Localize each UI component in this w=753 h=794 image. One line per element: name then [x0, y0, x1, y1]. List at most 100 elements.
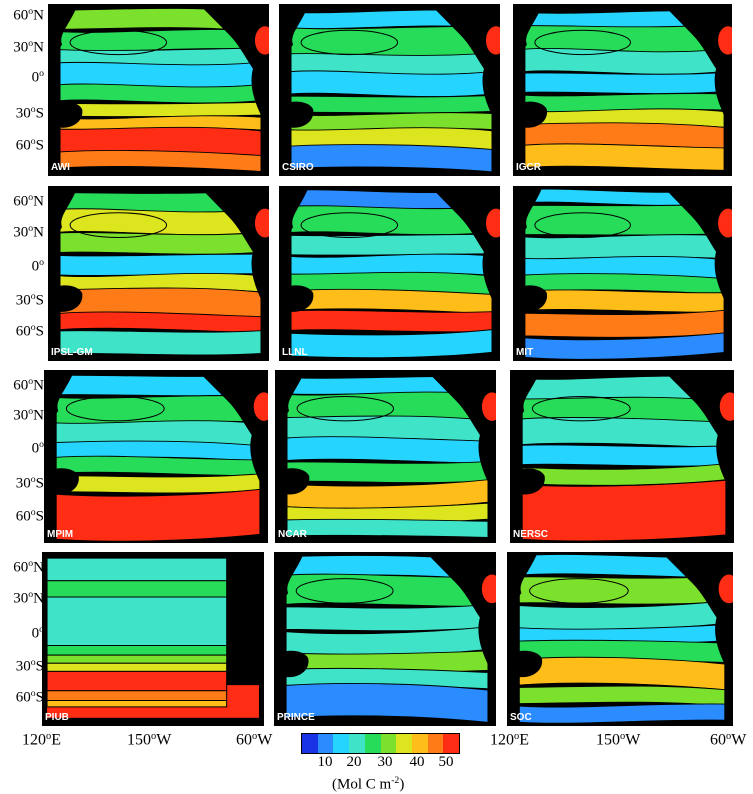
lat-label-30s-row3: 30oS	[15, 474, 44, 492]
land-mass	[276, 650, 309, 678]
colorbar-tick-30: 30	[377, 754, 393, 770]
lat-label-30n-row4: 30oN	[13, 589, 44, 607]
map-panel-mit: MIT	[513, 186, 732, 361]
map-panel-llnl: LLNL	[279, 186, 500, 361]
lon-label-150w-right: 150oW	[596, 731, 641, 749]
field-band	[46, 670, 228, 692]
lat-label-30n-row3: 30oN	[13, 406, 44, 424]
atlantic-patch	[718, 26, 732, 55]
colorbar-tick-40: 40	[409, 754, 425, 770]
land-mass	[510, 370, 541, 442]
land-mass	[46, 468, 79, 495]
colorbar-unit-label: (Mol C m-2)	[332, 775, 405, 793]
lon-label-60w: 60oW	[236, 731, 273, 749]
prince-map	[274, 552, 496, 726]
field-band	[518, 600, 726, 631]
colorbar	[301, 733, 460, 754]
lat-label-0-row4: 0o	[31, 624, 44, 642]
contour-line	[300, 212, 399, 238]
field-band	[59, 231, 262, 255]
panel-label-nersc: NERSC	[513, 529, 549, 540]
land-mass	[514, 285, 548, 312]
atlantic-patch	[254, 26, 269, 55]
land-mass	[425, 552, 496, 726]
colorbar-tick-20: 20	[346, 754, 362, 770]
field-band	[55, 455, 261, 477]
lat-label-60s-row1: 60oS	[15, 136, 44, 154]
atlantic-patch	[481, 574, 496, 604]
panel-label-mit: MIT	[516, 347, 534, 358]
map-panel-ncar: NCAR	[275, 370, 496, 543]
contour-line	[531, 395, 631, 422]
land-mass	[275, 370, 306, 442]
ipsl-gm-map	[48, 186, 269, 361]
mit-map	[513, 186, 732, 361]
colorbar-swatch	[396, 734, 412, 753]
field-band	[55, 488, 261, 542]
map-panel-prince: PRINCE	[274, 552, 496, 726]
awi-map	[48, 4, 269, 176]
colorbar-swatch	[302, 734, 318, 753]
field-band	[521, 479, 727, 542]
land-mass	[50, 101, 83, 128]
contour-line	[69, 29, 168, 56]
ncar-map	[275, 370, 496, 543]
map-panel-igcr: IGCR	[513, 4, 732, 176]
land-mass	[281, 285, 314, 312]
field-band	[285, 683, 489, 723]
field-band	[55, 473, 261, 494]
lon-label-120e: 120oE	[22, 731, 61, 749]
csiro-map	[279, 4, 500, 176]
colorbar-swatch	[349, 734, 365, 753]
atlantic-patch	[718, 574, 733, 604]
colorbar-swatch	[317, 734, 334, 753]
field-band	[524, 289, 725, 313]
panel-label-piub: PIUB	[45, 712, 69, 723]
contour-line	[534, 29, 631, 56]
land-mass	[281, 101, 314, 128]
land-mass	[44, 370, 75, 442]
field-band	[46, 644, 228, 656]
land-mass	[507, 552, 538, 624]
lat-label-30s-row2: 30oS	[15, 291, 44, 309]
lon-label-120e-right: 120oE	[490, 731, 529, 749]
land-mass	[226, 552, 264, 686]
lat-label-30n-row1: 30oN	[13, 38, 44, 56]
land-mass	[48, 186, 79, 259]
lat-label-60s-row3: 60oS	[15, 507, 44, 525]
field-band	[59, 150, 262, 172]
field-band	[46, 662, 228, 672]
field-band	[286, 479, 489, 510]
contour-line	[296, 395, 395, 422]
land-mass	[662, 4, 732, 176]
atlantic-patch	[254, 208, 269, 238]
lat-label-0-row2: 0o	[31, 257, 44, 275]
panel-label-soc: SOC	[510, 712, 532, 723]
panel-label-csiro: CSIRO	[282, 162, 314, 173]
land-mass	[277, 468, 310, 495]
land-mass	[514, 101, 548, 128]
map-panel-csiro: CSIRO	[279, 4, 500, 176]
panel-label-prince: PRINCE	[277, 712, 315, 723]
lat-label-30n-row2: 30oN	[13, 223, 44, 241]
lon-label-60w-right: 60oW	[710, 731, 747, 749]
field-band	[290, 309, 493, 333]
map-panel-mpim: MPIM	[44, 370, 268, 543]
field-band	[59, 101, 262, 117]
map-panel-nersc: NERSC	[510, 370, 734, 543]
colorbar-tick-10: 10	[317, 754, 333, 770]
contour-line	[295, 578, 394, 604]
contour-line	[529, 578, 629, 604]
land-mass	[279, 186, 310, 259]
contour-line	[69, 212, 168, 238]
panel-label-igcr: IGCR	[516, 162, 541, 173]
lat-label-30s-row4: 30oS	[15, 657, 44, 675]
field-band	[290, 233, 493, 256]
llnl-map	[279, 186, 500, 361]
land-mass	[512, 468, 545, 495]
nersc-map	[510, 370, 734, 543]
field-band	[46, 557, 228, 582]
field-band	[290, 329, 493, 359]
field-band	[59, 330, 262, 356]
colorbar-swatch	[333, 734, 350, 753]
